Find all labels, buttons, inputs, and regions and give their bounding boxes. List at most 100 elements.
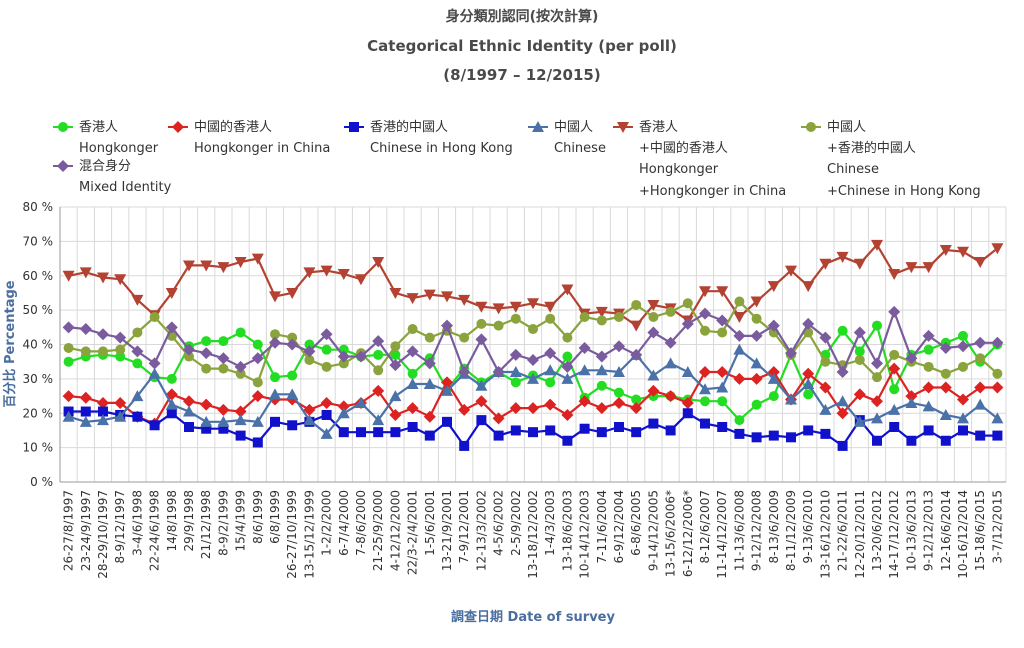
data-point-triangle[interactable]	[613, 366, 625, 377]
data-point-square[interactable]	[648, 418, 659, 429]
data-point-diamond[interactable]	[871, 395, 883, 408]
data-point-diamond[interactable]	[561, 360, 574, 373]
data-point-diamond[interactable]	[62, 390, 75, 403]
data-point-triangle[interactable]	[423, 378, 436, 390]
data-point-triangle-down[interactable]	[372, 257, 385, 268]
data-point-diamond[interactable]	[217, 352, 230, 365]
data-point-diamond[interactable]	[699, 307, 711, 320]
data-point-triangle-down[interactable]	[888, 269, 901, 281]
data-point-diamond[interactable]	[578, 395, 591, 408]
data-point-square[interactable]	[270, 416, 280, 427]
data-point-diamond[interactable]	[922, 381, 935, 394]
data-point-diamond[interactable]	[320, 328, 333, 341]
data-point-triangle-down[interactable]	[492, 303, 505, 315]
data-point-circle[interactable]	[407, 324, 418, 335]
data-point-diamond[interactable]	[681, 317, 694, 330]
data-point-square[interactable]	[958, 425, 968, 436]
data-point-square[interactable]	[906, 435, 917, 446]
data-point-square[interactable]	[614, 422, 624, 432]
data-point-triangle[interactable]	[131, 390, 144, 402]
data-point-square[interactable]	[940, 435, 951, 446]
data-point-triangle[interactable]	[785, 393, 797, 405]
data-point-diamond[interactable]	[509, 348, 522, 361]
data-point-triangle-down[interactable]	[286, 287, 299, 299]
data-point-diamond[interactable]	[819, 381, 832, 394]
data-point-triangle-down[interactable]	[527, 298, 539, 310]
data-point-triangle-down[interactable]	[595, 306, 608, 318]
data-point-square[interactable]	[717, 422, 728, 432]
data-point-diamond[interactable]	[183, 343, 195, 356]
data-point-diamond[interactable]	[853, 326, 866, 339]
data-point-circle[interactable]	[338, 358, 349, 369]
data-point-triangle-down[interactable]	[991, 243, 1004, 255]
data-point-circle[interactable]	[390, 349, 401, 360]
data-point-square[interactable]	[837, 440, 848, 451]
data-point-triangle[interactable]	[355, 396, 367, 408]
data-point-diamond[interactable]	[286, 338, 299, 351]
data-point-square[interactable]	[98, 406, 108, 417]
data-point-circle[interactable]	[717, 396, 728, 407]
data-point-diamond[interactable]	[939, 341, 952, 354]
data-point-circle[interactable]	[923, 361, 934, 372]
data-point-diamond[interactable]	[492, 366, 505, 378]
data-point-diamond[interactable]	[183, 395, 195, 408]
data-point-circle[interactable]	[803, 389, 814, 400]
data-point-circle[interactable]	[132, 358, 143, 369]
data-point-triangle-down[interactable]	[509, 301, 522, 313]
data-point-square[interactable]	[528, 427, 538, 438]
data-point-diamond[interactable]	[664, 390, 677, 403]
data-point-square[interactable]	[923, 425, 934, 436]
data-point-triangle[interactable]	[578, 364, 591, 376]
data-point-triangle[interactable]	[303, 414, 316, 426]
data-point-diamond[interactable]	[97, 328, 109, 341]
data-point-circle[interactable]	[682, 298, 693, 309]
data-point-circle[interactable]	[80, 346, 91, 357]
data-point-diamond[interactable]	[406, 402, 419, 415]
data-point-diamond[interactable]	[836, 366, 849, 378]
data-point-diamond[interactable]	[922, 329, 935, 342]
data-point-diamond[interactable]	[544, 347, 557, 360]
data-point-diamond[interactable]	[785, 347, 797, 360]
data-point-triangle-down[interactable]	[97, 272, 109, 284]
legend-item-chinese-combined[interactable]: 中國人 +香港的中國人 Chinese +Chinese in Hong Kon…	[801, 120, 981, 199]
data-point-diamond[interactable]	[819, 331, 832, 344]
data-point-diamond[interactable]	[251, 390, 264, 403]
data-point-diamond[interactable]	[561, 408, 574, 421]
data-point-diamond[interactable]	[251, 352, 264, 365]
data-point-triangle[interactable]	[647, 369, 660, 381]
data-point-circle[interactable]	[562, 332, 573, 343]
data-point-circle[interactable]	[407, 368, 418, 379]
data-point-triangle[interactable]	[97, 414, 109, 426]
data-point-triangle-down[interactable]	[200, 260, 213, 272]
data-point-circle[interactable]	[115, 351, 126, 362]
data-point-triangle[interactable]	[475, 379, 488, 391]
data-point-diamond[interactable]	[114, 331, 127, 344]
data-point-diamond[interactable]	[458, 403, 471, 416]
data-point-diamond[interactable]	[853, 388, 866, 401]
data-point-triangle-down[interactable]	[939, 244, 952, 256]
data-point-triangle-down[interactable]	[836, 251, 849, 263]
data-point-square[interactable]	[459, 440, 470, 451]
data-point-triangle-down[interactable]	[785, 265, 797, 277]
data-point-triangle[interactable]	[939, 408, 952, 420]
data-point-triangle[interactable]	[251, 415, 264, 427]
data-point-triangle-down[interactable]	[957, 246, 969, 258]
data-point-diamond[interactable]	[217, 403, 230, 416]
data-point-triangle-down[interactable]	[251, 253, 264, 265]
data-point-circle[interactable]	[235, 327, 246, 338]
data-point-circle[interactable]	[424, 332, 435, 343]
data-point-circle[interactable]	[889, 384, 900, 395]
data-point-square[interactable]	[149, 420, 160, 431]
data-point-circle[interactable]	[562, 351, 573, 362]
legend-item-hongkonger[interactable]: 香港人 Hongkonger	[53, 120, 159, 156]
data-point-diamond[interactable]	[79, 391, 92, 404]
data-point-diamond[interactable]	[372, 384, 385, 397]
data-point-square[interactable]	[407, 422, 418, 432]
data-point-diamond[interactable]	[269, 336, 281, 349]
data-point-diamond[interactable]	[974, 381, 987, 394]
data-point-circle[interactable]	[252, 339, 263, 350]
data-point-circle[interactable]	[493, 320, 504, 331]
data-point-circle[interactable]	[872, 320, 882, 331]
data-point-square[interactable]	[373, 427, 384, 438]
data-point-diamond[interactable]	[62, 321, 75, 334]
